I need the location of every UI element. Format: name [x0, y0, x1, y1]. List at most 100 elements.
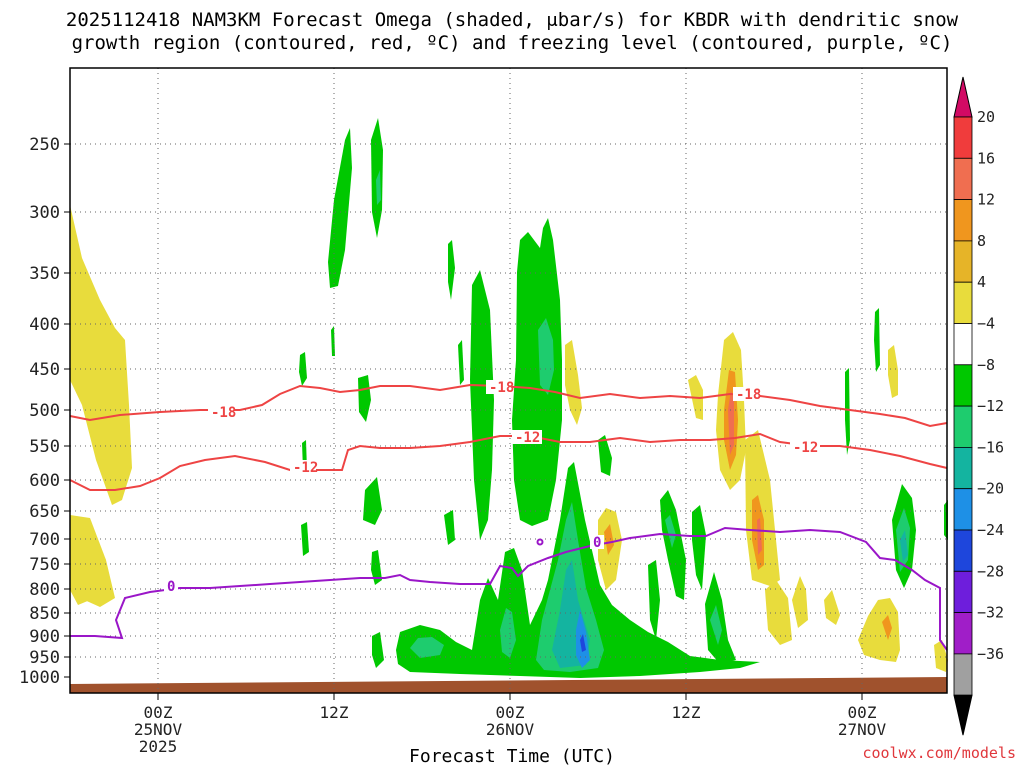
y-tick-label: 450: [29, 360, 60, 380]
watermark-link[interactable]: coolwx.com/models: [862, 744, 1016, 762]
colorbar-label: −20: [977, 480, 1004, 498]
x-tick-label: 27NOV: [838, 720, 887, 739]
colorbar-swatch: [953, 281, 973, 324]
y-tick-label: 250: [29, 135, 60, 155]
omega-shade: [705, 572, 736, 664]
omega-shade: [470, 270, 494, 540]
omega-shade: [565, 340, 582, 425]
y-tick-label: 300: [29, 203, 60, 223]
colorbar-swatch: [953, 405, 973, 448]
omega-shade: [604, 524, 614, 555]
contour-label-dgz-bottom: -12: [293, 460, 318, 476]
x-tick-label: 26NOV: [486, 720, 535, 739]
colorbar-label: 12: [977, 191, 995, 209]
y-tick-label: 500: [29, 401, 60, 421]
y-tick-label: 400: [29, 315, 60, 335]
colorbar-cap-bottom: [953, 694, 973, 736]
y-tick-label: 950: [29, 648, 60, 668]
y-tick-label: 600: [29, 471, 60, 491]
y-tick-label: 750: [29, 555, 60, 575]
y-tick-label: 650: [29, 502, 60, 522]
colorbar-swatch: [953, 653, 973, 696]
omega-shade: [692, 505, 706, 590]
colorbar-swatch: [953, 446, 973, 490]
omega-shade: [900, 530, 908, 562]
colorbar-swatch: [953, 612, 973, 655]
y-tick-label: 550: [29, 437, 60, 457]
ground-strip: [70, 677, 947, 693]
contour-label-freezing: 0: [167, 579, 175, 595]
colorbar-swatch: [953, 157, 973, 201]
contour-label-dgz-bottom: -12: [793, 440, 818, 456]
chart-title-line1: 2025112418 NAM3KM Forecast Omega (shaded…: [65, 9, 959, 31]
omega-shade: [824, 590, 840, 625]
omega-shade: [710, 605, 722, 645]
colorbar-label: −36: [977, 645, 1004, 663]
omega-shade: [410, 637, 444, 658]
contour-line-freezing: [70, 526, 948, 651]
omega-shade: [363, 477, 382, 525]
colorbar-label: −16: [977, 438, 1004, 456]
x-axis-title: Forecast Time (UTC): [409, 746, 615, 767]
omega-shade: [371, 550, 382, 585]
omega-shade: [888, 345, 898, 398]
omega-shade: [70, 205, 132, 505]
omega-shade: [328, 128, 352, 288]
freezing-contour-dot: [536, 538, 544, 546]
omega-shade: [598, 435, 612, 476]
omega-shading: [70, 118, 948, 678]
colorbar-swatch: [953, 570, 973, 613]
omega-shade: [458, 340, 464, 385]
contour-label-dgz-top: -18: [736, 387, 761, 403]
omega-shade: [500, 608, 516, 658]
colorbar-label: −24: [977, 521, 1004, 539]
y-tick-label: 850: [29, 604, 60, 624]
colorbar-swatch: [953, 116, 973, 159]
y-axis: 250 300 350 400 450 500 550 600 650 700 750 800 850 9…: [19, 135, 70, 688]
colorbar-label: −8: [977, 356, 995, 374]
omega-shade: [665, 515, 676, 548]
omega-shade: [874, 308, 880, 372]
omega-shade: [765, 580, 792, 645]
colorbar-label: −28: [977, 562, 1004, 580]
contour-label-dgz-top: -18: [211, 405, 236, 421]
omega-shade: [882, 615, 892, 640]
chart-title-line2: growth region (contoured, red, ºC) and f…: [71, 32, 953, 54]
omega-shade: [934, 640, 948, 672]
colorbar-swatch: [953, 199, 973, 242]
colorbar-label: −4: [977, 315, 995, 333]
colorbar-swatch: [953, 364, 973, 407]
omega-shade: [845, 368, 850, 455]
y-tick-label: 800: [29, 580, 60, 600]
colorbar-swatch: [953, 323, 973, 366]
colorbar-label: 16: [977, 149, 995, 167]
omega-shade: [358, 375, 371, 422]
x-tick-label: 2025: [139, 737, 178, 756]
omega-shade: [448, 240, 455, 300]
omega-shade: [792, 576, 808, 628]
omega-shade: [648, 560, 660, 640]
colorbar-label: 20: [977, 108, 995, 126]
colorbar-cap-top: [953, 76, 973, 118]
contour-label-dgz-bottom: -12: [515, 430, 540, 446]
omega-shade: [858, 598, 900, 662]
omega-shade: [376, 170, 381, 205]
y-tick-label: 1000: [19, 668, 60, 688]
colorbar-label: −12: [977, 397, 1004, 415]
x-tick-label: 12Z: [320, 703, 349, 722]
y-tick-label: 350: [29, 264, 60, 284]
colorbar-label: 8: [977, 232, 986, 250]
omega-shade: [538, 318, 554, 395]
contour-label-freezing: 0: [593, 535, 601, 551]
omega-shade: [580, 634, 586, 652]
omega-shade: [757, 518, 762, 555]
omega-shade: [444, 510, 455, 545]
x-tick-label: 00Z: [848, 703, 877, 722]
omega-shade: [372, 632, 384, 668]
x-tick-label: 00Z: [144, 703, 173, 722]
plot-frame: [69, 67, 948, 694]
colorbar-swatch: [953, 488, 973, 531]
colorbar-label: 4: [977, 273, 986, 291]
